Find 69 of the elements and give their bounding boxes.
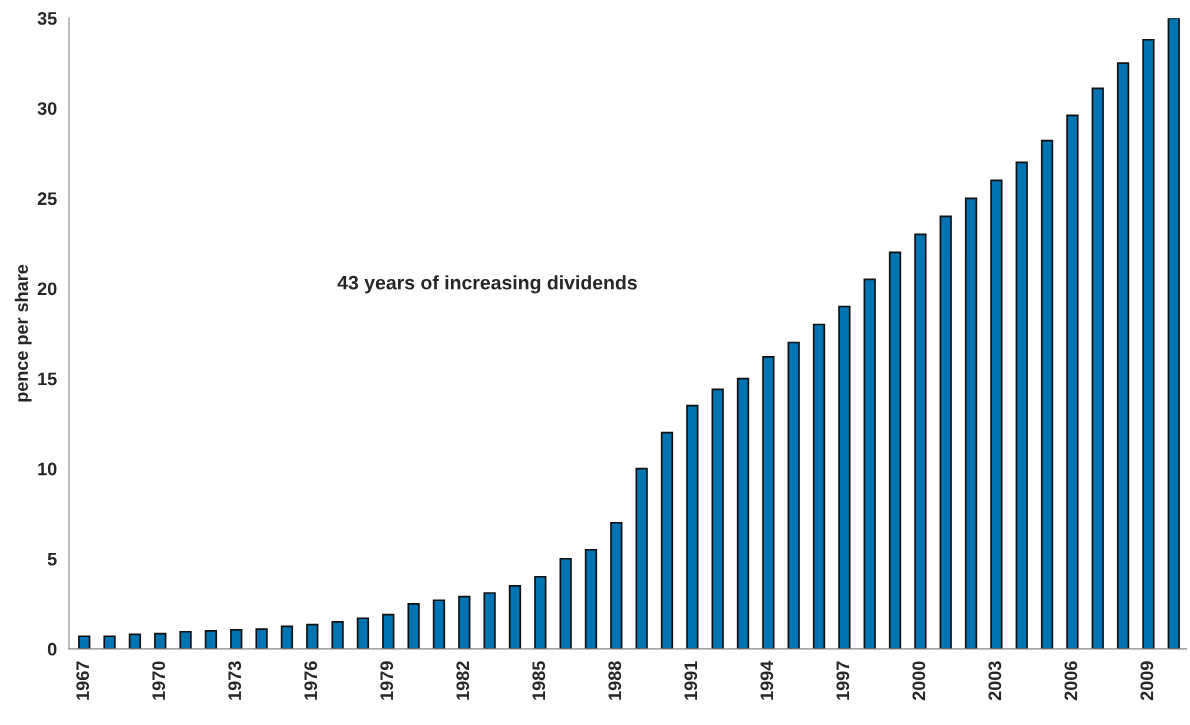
bar (584, 548, 598, 649)
bar (736, 377, 750, 649)
bar (230, 629, 243, 649)
y-tick-label: 5 (47, 552, 57, 566)
bar (103, 635, 116, 649)
x-tick-label: 1985 (532, 661, 546, 700)
x-tick-label: 1994 (760, 660, 774, 700)
bar (483, 592, 496, 649)
bar (610, 521, 623, 649)
bar (964, 197, 978, 649)
bar (432, 599, 446, 649)
bar (331, 621, 344, 649)
bar (1116, 62, 1130, 649)
bar (1015, 161, 1028, 649)
y-tick-label: 35 (37, 12, 57, 25)
bar (939, 215, 952, 649)
bar (711, 388, 724, 649)
bar (356, 617, 370, 649)
bar (838, 305, 851, 649)
x-tick-label: 2006 (1064, 661, 1078, 701)
x-tick-label: 1979 (380, 661, 394, 700)
y-tick-label: 15 (38, 372, 57, 386)
bar (534, 575, 547, 649)
bar (787, 341, 800, 649)
bar (812, 323, 826, 649)
bar (1066, 114, 1079, 649)
x-tick-label: 1976 (304, 661, 318, 700)
y-axis-title: pence per share (14, 264, 32, 402)
bar (154, 632, 167, 649)
bar (407, 602, 420, 649)
y-tick-label: 25 (37, 192, 57, 206)
bar (1091, 87, 1104, 649)
x-tick-label: 2003 (988, 661, 1002, 701)
bar (660, 431, 674, 649)
y-tick-label: 20 (37, 282, 57, 296)
bar (280, 625, 294, 649)
bar (128, 633, 142, 649)
bar (179, 630, 192, 649)
x-tick-label: 1967 (76, 661, 90, 700)
bar (255, 628, 268, 649)
annotation: 43 years of increasing dividends (337, 275, 637, 294)
bar (1167, 18, 1180, 649)
bar (914, 233, 927, 649)
bar (382, 613, 395, 649)
x-tick-label: 2009 (1140, 661, 1154, 701)
bar (888, 251, 902, 649)
y-tick-label: 0 (47, 642, 57, 656)
bar (762, 356, 775, 649)
bar (204, 630, 218, 649)
bar (686, 404, 699, 649)
x-tick-label: 1991 (684, 661, 698, 700)
bar (863, 278, 876, 649)
x-tick-label: 1970 (152, 661, 166, 700)
bar (306, 623, 319, 649)
bar (559, 557, 572, 649)
x-tick-label: 1982 (456, 661, 470, 700)
bar (508, 584, 522, 649)
y-tick-label: 30 (37, 102, 57, 115)
y-tick-label: 10 (38, 462, 57, 476)
bar (1040, 139, 1054, 649)
x-tick-label: 1997 (836, 661, 850, 700)
x-tick-label: 1988 (608, 661, 622, 700)
x-tick-label: 2000 (912, 661, 926, 701)
bar (458, 595, 471, 649)
bar (78, 635, 91, 649)
bar (990, 179, 1003, 649)
bar (1142, 38, 1155, 649)
x-tick-label: 1973 (228, 661, 242, 700)
bar (635, 467, 648, 649)
